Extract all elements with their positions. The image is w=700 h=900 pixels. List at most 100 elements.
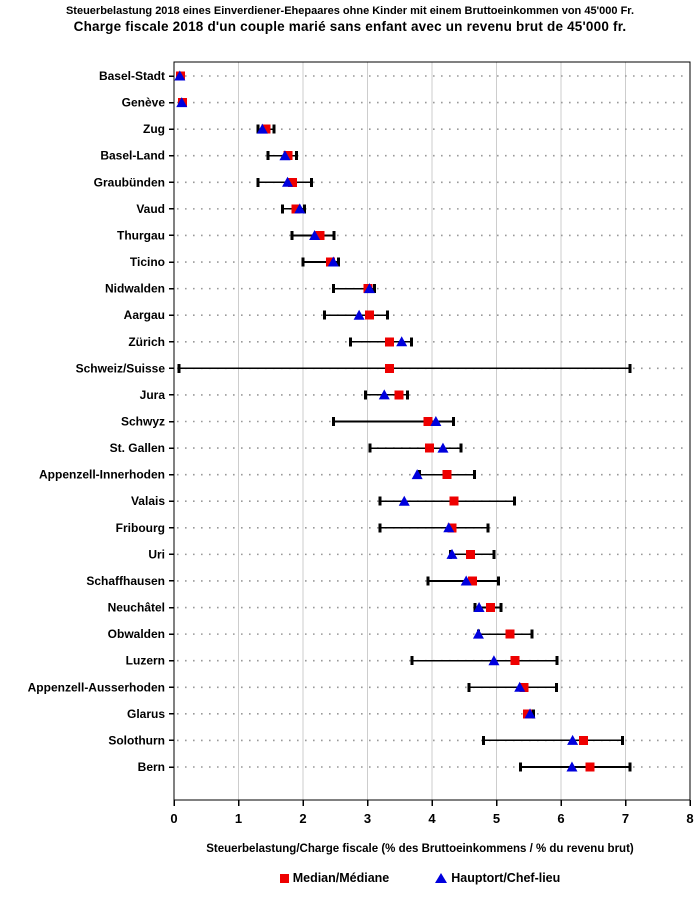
canton-label: St. Gallen [110, 441, 165, 455]
canton-label: Genève [122, 96, 166, 110]
canton-label: Appenzell-Innerhoden [39, 468, 165, 482]
x-tick-label: 4 [428, 811, 436, 826]
hauptort-marker [566, 761, 578, 772]
range-cap-max [309, 177, 313, 187]
hauptort-marker [353, 309, 365, 320]
range-cap-max [554, 682, 558, 692]
canton-label: Graubünden [94, 175, 165, 189]
median-marker [423, 417, 433, 426]
range-cap-max [473, 470, 477, 480]
x-tick-label: 7 [622, 811, 629, 826]
range-cap-max [628, 762, 632, 772]
chart-title-german: Steuerbelastung 2018 eines Einverdiener-… [65, 5, 635, 17]
range-cap-min [266, 151, 270, 161]
canton-label: Glarus [127, 707, 165, 721]
range-cap-max [486, 523, 490, 533]
range-cap-min [280, 204, 284, 214]
canton-label: Zürich [128, 335, 165, 349]
canton-label: Ticino [130, 255, 165, 269]
median-marker [585, 762, 595, 772]
range-cap-max [513, 496, 517, 506]
range-cap-min [378, 523, 382, 533]
range-cap-max [336, 257, 340, 267]
chart-title-french: Charge fiscale 2018 d'un couple marié sa… [73, 19, 627, 34]
canton-label: Nidwalden [105, 282, 165, 296]
hauptort-marker [309, 229, 321, 240]
canton-label: Basel-Land [100, 149, 165, 163]
hauptort-marker [398, 495, 410, 506]
range-cap-max [555, 656, 559, 666]
range-cap-max [530, 629, 534, 639]
range-cap-min [349, 337, 353, 347]
range-cap-max [302, 204, 306, 214]
hauptort-triangle-icon [435, 873, 448, 883]
hauptort-marker [446, 548, 458, 559]
range-cap-max [295, 151, 299, 161]
hauptort-marker [472, 628, 484, 639]
range-cap-min [410, 656, 414, 666]
median-marker [384, 337, 394, 347]
hauptort-marker [567, 734, 579, 745]
canton-label: Schwyz [121, 415, 165, 429]
x-tick-label: 1 [235, 811, 242, 826]
canton-label: Bern [138, 760, 165, 774]
hauptort-marker [396, 336, 408, 347]
range-cap-max [332, 230, 336, 240]
range-cap-min [331, 284, 335, 294]
hauptort-marker [327, 256, 339, 267]
range-cap-max [496, 576, 500, 586]
median-marker [315, 230, 325, 240]
legend-item-median: Median/Médiane [279, 871, 390, 885]
canton-label: Uri [148, 547, 165, 561]
canton-label: Aargau [124, 308, 165, 322]
median-marker [449, 496, 459, 506]
range-cap-min [378, 496, 382, 506]
range-cap-min [177, 363, 181, 373]
range-cap-min [368, 443, 372, 453]
hauptort-marker [378, 389, 390, 400]
range-cap-max [499, 603, 503, 613]
canton-label: Schaffhausen [86, 574, 165, 588]
legend: Median/Médiane Hauptort/Chef-lieu [150, 868, 690, 888]
range-cap-max [385, 310, 389, 320]
x-tick-label: 5 [493, 811, 500, 826]
median-marker [447, 523, 457, 533]
range-cap-min [426, 576, 430, 586]
median-marker [519, 682, 529, 692]
range-cap-min [473, 603, 477, 613]
range-cap-min [364, 390, 368, 400]
canton-label: Fribourg [116, 521, 165, 535]
canton-label: Obwalden [108, 627, 165, 641]
range-cap-max [451, 417, 455, 426]
range-cap-max [492, 549, 496, 559]
hauptort-marker [514, 681, 526, 692]
median-marker [486, 603, 496, 613]
x-tick-label: 2 [299, 811, 306, 826]
hauptort-marker [443, 522, 455, 533]
hauptort-marker [430, 416, 442, 426]
canton-label: Luzern [126, 654, 165, 668]
legend-label-median: Median/Médiane [292, 871, 390, 885]
range-cap-max [459, 443, 463, 453]
median-marker [291, 204, 301, 214]
median-marker [288, 177, 298, 187]
median-marker [466, 549, 476, 559]
hauptort-marker [279, 150, 291, 161]
range-cap-min [290, 230, 294, 240]
range-cap-max [405, 390, 409, 400]
median-marker [505, 629, 515, 639]
median-marker [394, 390, 404, 400]
canton-label: Schweiz/Suisse [76, 361, 166, 375]
hauptort-marker [174, 70, 186, 81]
legend-label-hauptort: Hauptort/Chef-lieu [451, 871, 561, 885]
legend-item-hauptort: Hauptort/Chef-lieu [435, 871, 560, 885]
range-cap-max [531, 709, 535, 719]
hauptort-marker [524, 708, 536, 719]
x-tick-label: 0 [170, 811, 177, 826]
plot-area: Basel-Stadt Genève Zug Basel-Land Graubünden… [28, 61, 694, 826]
canton-label: Vaud [136, 202, 165, 216]
range-cap-min [467, 682, 471, 692]
canton-label: Zug [143, 122, 165, 136]
range-cap-min [322, 310, 326, 320]
